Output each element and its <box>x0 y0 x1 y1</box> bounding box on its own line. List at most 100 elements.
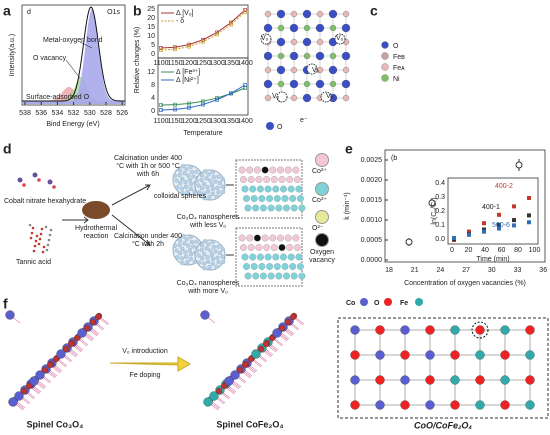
legend-entry: - δ <box>176 18 184 25</box>
particle <box>178 181 183 186</box>
particle <box>186 173 191 178</box>
atom <box>258 263 266 270</box>
inset-x-tick: 20 <box>465 247 473 254</box>
atom <box>525 325 535 335</box>
legend-entry: Co <box>346 300 355 307</box>
x-tick-label: 1250 <box>195 118 211 125</box>
atom <box>77 328 87 338</box>
molecule <box>35 234 39 238</box>
molecule <box>49 228 53 232</box>
atom <box>259 272 267 280</box>
atom <box>302 93 312 103</box>
atom <box>273 263 281 270</box>
particle <box>182 241 187 246</box>
atom <box>272 253 280 261</box>
atom <box>278 244 286 251</box>
atom <box>241 361 249 369</box>
marker <box>229 91 233 96</box>
particle <box>188 186 193 192</box>
inset-point <box>497 212 501 217</box>
atom <box>263 51 273 61</box>
atom <box>251 349 261 359</box>
product-label: Co₃O₄ nanospheres with more Vₒ <box>177 280 240 295</box>
atom <box>525 400 535 410</box>
atom <box>293 244 301 251</box>
molecule <box>34 239 38 243</box>
inset-x-tick: 40 <box>481 247 489 254</box>
plot-frame <box>157 57 249 116</box>
atom <box>250 195 258 202</box>
point <box>405 238 413 246</box>
atom <box>264 10 272 18</box>
atom <box>303 24 311 32</box>
molecule <box>22 183 26 187</box>
x-tick-label: 1250 <box>195 60 211 67</box>
molecule <box>30 231 34 235</box>
legend-entry: Δ [Fe³⁺] <box>176 69 200 76</box>
atom <box>289 313 297 321</box>
atom <box>450 375 460 385</box>
molecule <box>47 179 53 185</box>
x-tick-label: 1150 <box>167 118 182 125</box>
vacancy <box>334 33 346 45</box>
atom <box>289 79 299 89</box>
product-label: Co₃O₄ nanospheres with less Vₒ <box>177 214 240 229</box>
atom <box>275 272 283 280</box>
legend-dot <box>381 52 389 60</box>
atom <box>277 24 285 32</box>
atom <box>292 234 300 242</box>
atom <box>249 185 257 193</box>
molecule <box>44 225 48 229</box>
x-tick-label: 1350 <box>223 60 239 67</box>
panel-label: c <box>370 3 378 19</box>
atom <box>247 355 255 363</box>
point <box>428 199 436 207</box>
atom <box>244 204 252 212</box>
legend-entry: Fe <box>400 300 408 307</box>
atom <box>296 195 304 202</box>
x-axis-label: Bind Energy (eV) <box>46 121 99 128</box>
precursor: Tannic acid <box>16 259 51 266</box>
particle <box>210 169 216 175</box>
particle <box>200 256 205 261</box>
particle <box>184 184 189 189</box>
atom <box>266 195 274 202</box>
vacancy <box>320 91 332 103</box>
particle <box>185 189 190 195</box>
x-tick-label: 21 <box>411 267 419 274</box>
particle <box>180 234 186 239</box>
particle <box>191 244 196 249</box>
particle <box>194 248 199 253</box>
peak <box>22 9 125 104</box>
particle <box>184 254 189 259</box>
particle <box>202 239 208 244</box>
x-tick-label: 1350 <box>223 118 239 125</box>
marker <box>243 83 247 87</box>
atom <box>315 51 325 61</box>
atom <box>302 37 312 47</box>
particle <box>211 244 216 250</box>
atom <box>266 263 274 270</box>
curves <box>159 8 247 112</box>
atom <box>255 244 263 251</box>
marker <box>201 39 205 44</box>
atom <box>290 66 298 74</box>
inset-point <box>497 222 501 227</box>
atom <box>270 176 278 183</box>
curve <box>160 11 246 51</box>
particle <box>209 182 215 188</box>
atom <box>400 400 410 410</box>
curve <box>160 9 246 49</box>
atom <box>247 176 255 183</box>
atom <box>261 234 269 242</box>
vacancy-label: Vₒ <box>336 35 344 42</box>
inset-point <box>467 232 471 237</box>
atom <box>295 253 303 261</box>
x-tick-label: 1300 <box>209 60 225 67</box>
atom <box>400 350 410 360</box>
x-axis-label: Concentration of oxygen vacancies (%) <box>404 280 526 287</box>
particle <box>207 194 212 200</box>
atom <box>500 400 510 410</box>
legend-entry: Co²⁺ <box>312 168 327 175</box>
atom <box>263 23 273 33</box>
